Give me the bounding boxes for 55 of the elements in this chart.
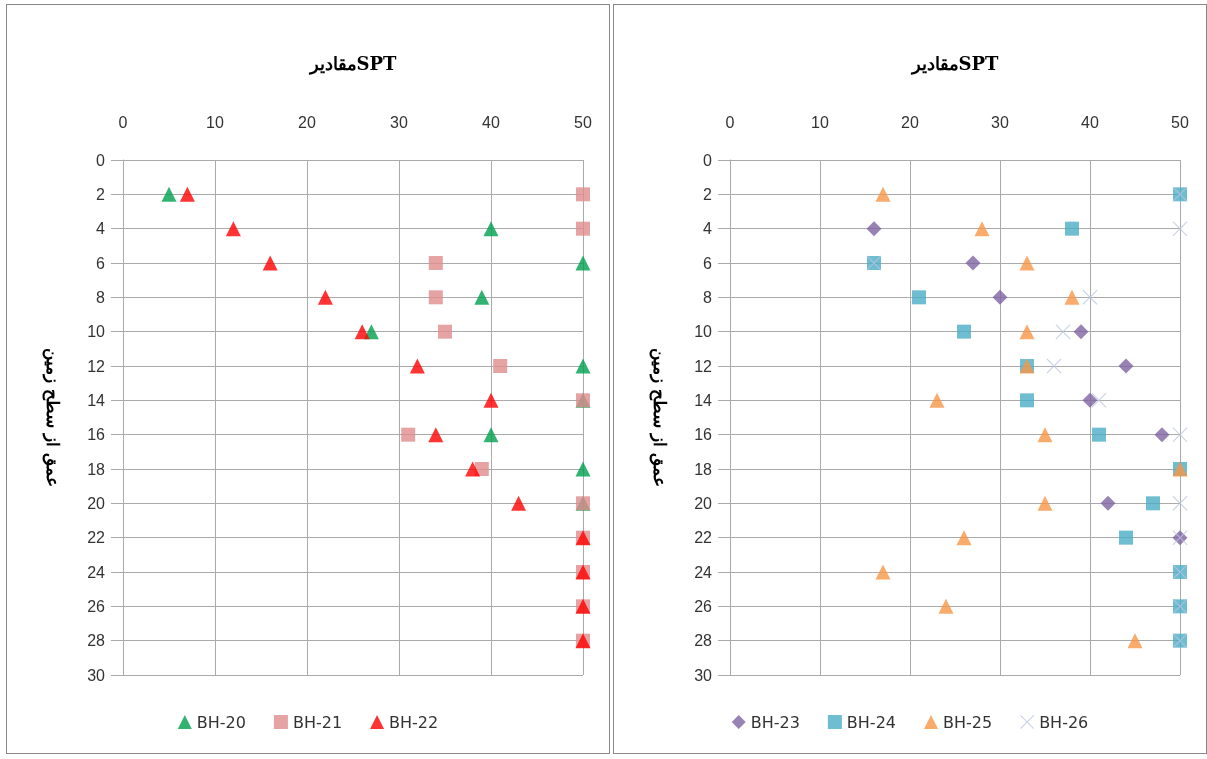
y-tick-label: 22 xyxy=(87,529,106,547)
x-tick-label: 0 xyxy=(725,113,735,131)
y-tick-label: 0 xyxy=(703,151,713,169)
y-tick-label: 14 xyxy=(694,391,713,409)
x-tick-label: 30 xyxy=(390,113,408,131)
x-tick-label: 20 xyxy=(901,113,919,131)
y-tick-label: 24 xyxy=(694,563,713,581)
x-tick-label: 40 xyxy=(482,113,500,131)
y-tick-label: 24 xyxy=(87,563,106,581)
y-tick-label: 12 xyxy=(694,357,713,375)
legend-label: BH-20 xyxy=(196,712,246,732)
y-tick-label: 16 xyxy=(87,426,106,444)
y-tick-label: 28 xyxy=(87,632,106,650)
x-tick-label: 40 xyxy=(1081,113,1099,131)
y-tick-label: 30 xyxy=(87,666,106,684)
y-tick-label: 4 xyxy=(96,220,106,238)
y-tick-label: 18 xyxy=(87,460,106,478)
x-tick-label: 20 xyxy=(298,113,316,131)
y-tick-label: 4 xyxy=(703,220,713,238)
y-axis-title: عمق از سطح زمین xyxy=(41,348,63,487)
y-tick-label: 30 xyxy=(694,666,713,684)
x-tick-label: 50 xyxy=(1171,113,1189,131)
y-tick-label: 22 xyxy=(694,529,713,547)
y-tick-label: 26 xyxy=(87,597,106,615)
y-tick-label: 20 xyxy=(87,494,106,512)
legend-label: BH-25 xyxy=(943,712,993,732)
y-tick-label: 6 xyxy=(96,254,106,272)
y-tick-label: 6 xyxy=(703,254,713,272)
x-tick-label: 10 xyxy=(206,113,224,131)
y-tick-label: 2 xyxy=(96,185,106,203)
legend-label: BH-23 xyxy=(750,712,800,732)
y-tick-label: 12 xyxy=(87,357,106,375)
y-tick-label: 10 xyxy=(694,323,713,341)
y-tick-label: 8 xyxy=(703,288,713,306)
y-tick-label: 2 xyxy=(703,185,713,203)
legend-label: BH-22 xyxy=(389,712,439,732)
y-tick-label: 28 xyxy=(694,632,713,650)
y-tick-label: 10 xyxy=(87,323,106,341)
legend-label: BH-21 xyxy=(292,712,343,732)
x-tick-label: 10 xyxy=(811,113,829,131)
x-tick-label: 30 xyxy=(991,113,1009,131)
y-tick-label: 0 xyxy=(96,151,106,169)
y-tick-label: 14 xyxy=(87,391,106,409)
x-axis-title: مقادیرSPT xyxy=(909,52,1000,75)
x-tick-label: 0 xyxy=(118,113,128,131)
y-tick-label: 18 xyxy=(694,460,713,478)
legend-label: BH-26 xyxy=(1039,712,1089,732)
y-axis-title: عمق از سطح زمین xyxy=(648,348,670,487)
y-tick-label: 20 xyxy=(694,494,713,512)
y-tick-label: 26 xyxy=(694,597,713,615)
legend-label: BH-24 xyxy=(846,712,896,732)
x-tick-label: 50 xyxy=(574,113,592,131)
y-tick-label: 8 xyxy=(96,288,106,306)
x-axis-title: مقادیرSPT xyxy=(307,52,398,75)
y-tick-label: 16 xyxy=(694,426,713,444)
